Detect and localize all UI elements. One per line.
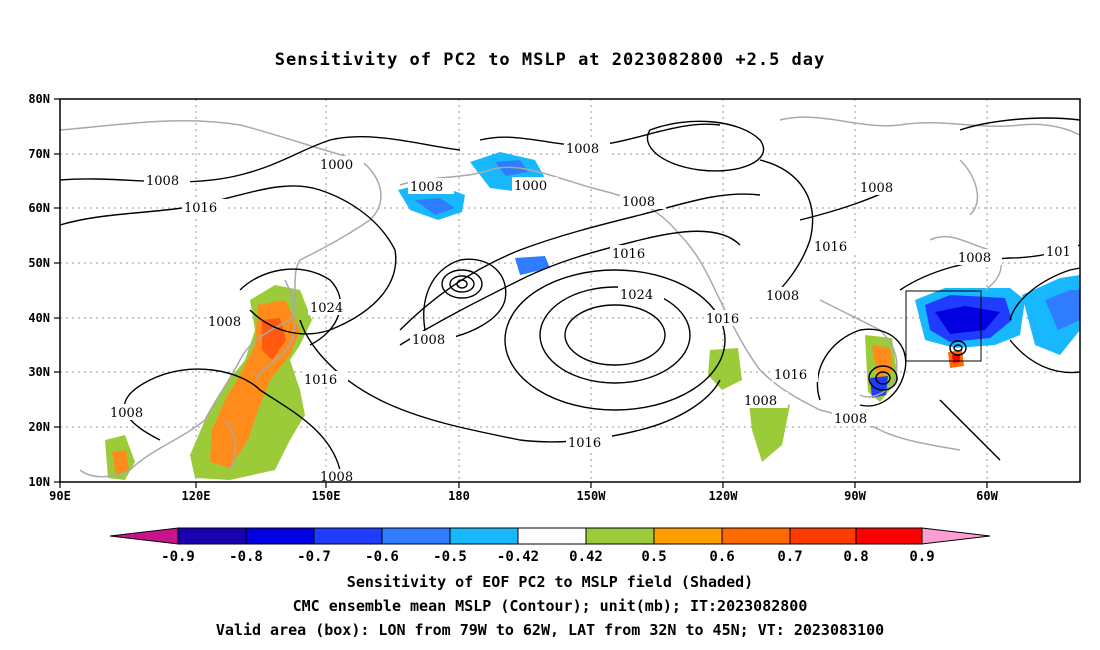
lat-label: 80N (28, 92, 50, 106)
colorbar-bin (449, 527, 519, 545)
colorbar-bin (789, 527, 857, 545)
colorbar-label: -0.6 (365, 549, 399, 565)
contour-label: 1016 (774, 368, 807, 383)
contour-label: 1008 (766, 289, 799, 304)
contour-label: 1008 (622, 195, 655, 210)
colorbar-bin (653, 527, 723, 545)
shade-pacific-blue-b (415, 198, 455, 215)
colorbar-over-triangle (921, 527, 991, 545)
lon-label: 120E (182, 489, 211, 503)
colorbar: -0.9 -0.8 -0.7 -0.6 -0.5 -0.42 0.42 0.5 … (109, 527, 991, 565)
lon-label: 90E (49, 489, 71, 503)
colorbar-label: -0.5 (433, 549, 467, 565)
lon-label: 90W (844, 489, 866, 503)
contour-label: 1000 (320, 158, 353, 173)
colorbar-bin (313, 527, 383, 545)
lat-label: 30N (28, 365, 50, 379)
colorbar-bin (381, 527, 451, 545)
colorbar-bin (517, 527, 587, 545)
colorbar-label: 0.6 (709, 549, 734, 565)
shade-mexico2-green (748, 395, 790, 462)
caption-contour: CMC ensemble mean MSLP (Contour); unit(m… (292, 597, 808, 615)
contour-label: 1008 (410, 180, 443, 195)
contour-label: 1008 (110, 406, 143, 421)
colorbar-label: -0.9 (161, 549, 195, 565)
colorbar-bin (585, 527, 655, 545)
shade-gulf-blue (515, 256, 550, 275)
lat-label: 60N (28, 201, 50, 215)
contour-label: 1024 (620, 288, 653, 303)
colorbar-label: -0.7 (297, 549, 331, 565)
contour-label: 1016 (612, 247, 645, 262)
axis-ticks (54, 98, 988, 488)
contour-label: 1008 (834, 412, 867, 427)
colorbar-under-triangle (109, 527, 179, 545)
colorbar-label: 0.42 (569, 549, 603, 565)
colorbar-bin (245, 527, 315, 545)
contour-label: 1016 (814, 240, 847, 255)
colorbar-label: 0.5 (641, 549, 666, 565)
colorbar-label: 0.9 (909, 549, 934, 565)
latitude-labels: 80N 70N 60N 50N 40N 30N 20N 10N (28, 92, 50, 489)
chart-title: Sensitivity of PC2 to MSLP at 2023082800… (274, 50, 826, 70)
lon-label: 60W (976, 489, 998, 503)
lon-label: 150W (577, 489, 607, 503)
caption-valid-area: Valid area (box): LON from 79W to 62W, L… (215, 621, 885, 639)
lat-label: 10N (28, 475, 50, 489)
longitude-labels: 90E 120E 150E 180 150W 120W 90W 60W (49, 489, 998, 503)
shade-mexico-green (708, 348, 742, 390)
contour-label: 1008 (208, 315, 241, 330)
shade-gulf-orange (872, 345, 893, 380)
contour-label: 1008 (146, 174, 179, 189)
caption-shading: Sensitivity of EOF PC2 to MSLP field (Sh… (346, 573, 754, 591)
contour-label: 1008 (566, 142, 599, 157)
contour-label: 1008 (744, 394, 777, 409)
colorbar-bin (177, 527, 247, 545)
contour-label: 1008 (958, 251, 991, 266)
colorbar-label: 0.7 (777, 549, 802, 565)
contour-label: 1024 (310, 301, 343, 316)
contour-label: 1016 (568, 436, 601, 451)
shade-far-atlantic-blue (1045, 290, 1080, 330)
contour-label: 1016 (706, 312, 739, 327)
colorbar-label: -0.42 (497, 549, 539, 565)
colorbar-bin (721, 527, 791, 545)
lat-label: 20N (28, 420, 50, 434)
lat-label: 70N (28, 147, 50, 161)
lon-label: 150E (312, 489, 341, 503)
contour-label: 1008 (412, 333, 445, 348)
contour-label: 101 (1046, 245, 1071, 260)
lon-label: 180 (448, 489, 470, 503)
colorbar-bin (855, 527, 923, 545)
colorbar-label: -0.8 (229, 549, 263, 565)
shade-china-coast-orange (112, 450, 129, 476)
contour-label: 1016 (304, 373, 337, 388)
shade-atlantic-deep (935, 306, 1000, 334)
lon-label: 120W (709, 489, 739, 503)
map-border (59, 98, 1081, 483)
shade-east-asia-deep (262, 318, 286, 360)
colorbar-label: 0.8 (843, 549, 868, 565)
contour-label: 1016 (184, 201, 217, 216)
lat-label: 40N (28, 311, 50, 325)
contour-label: 1000 (514, 179, 547, 194)
valid-area-box (905, 290, 982, 362)
contour-label: 1008 (860, 181, 893, 196)
lat-label: 50N (28, 256, 50, 270)
